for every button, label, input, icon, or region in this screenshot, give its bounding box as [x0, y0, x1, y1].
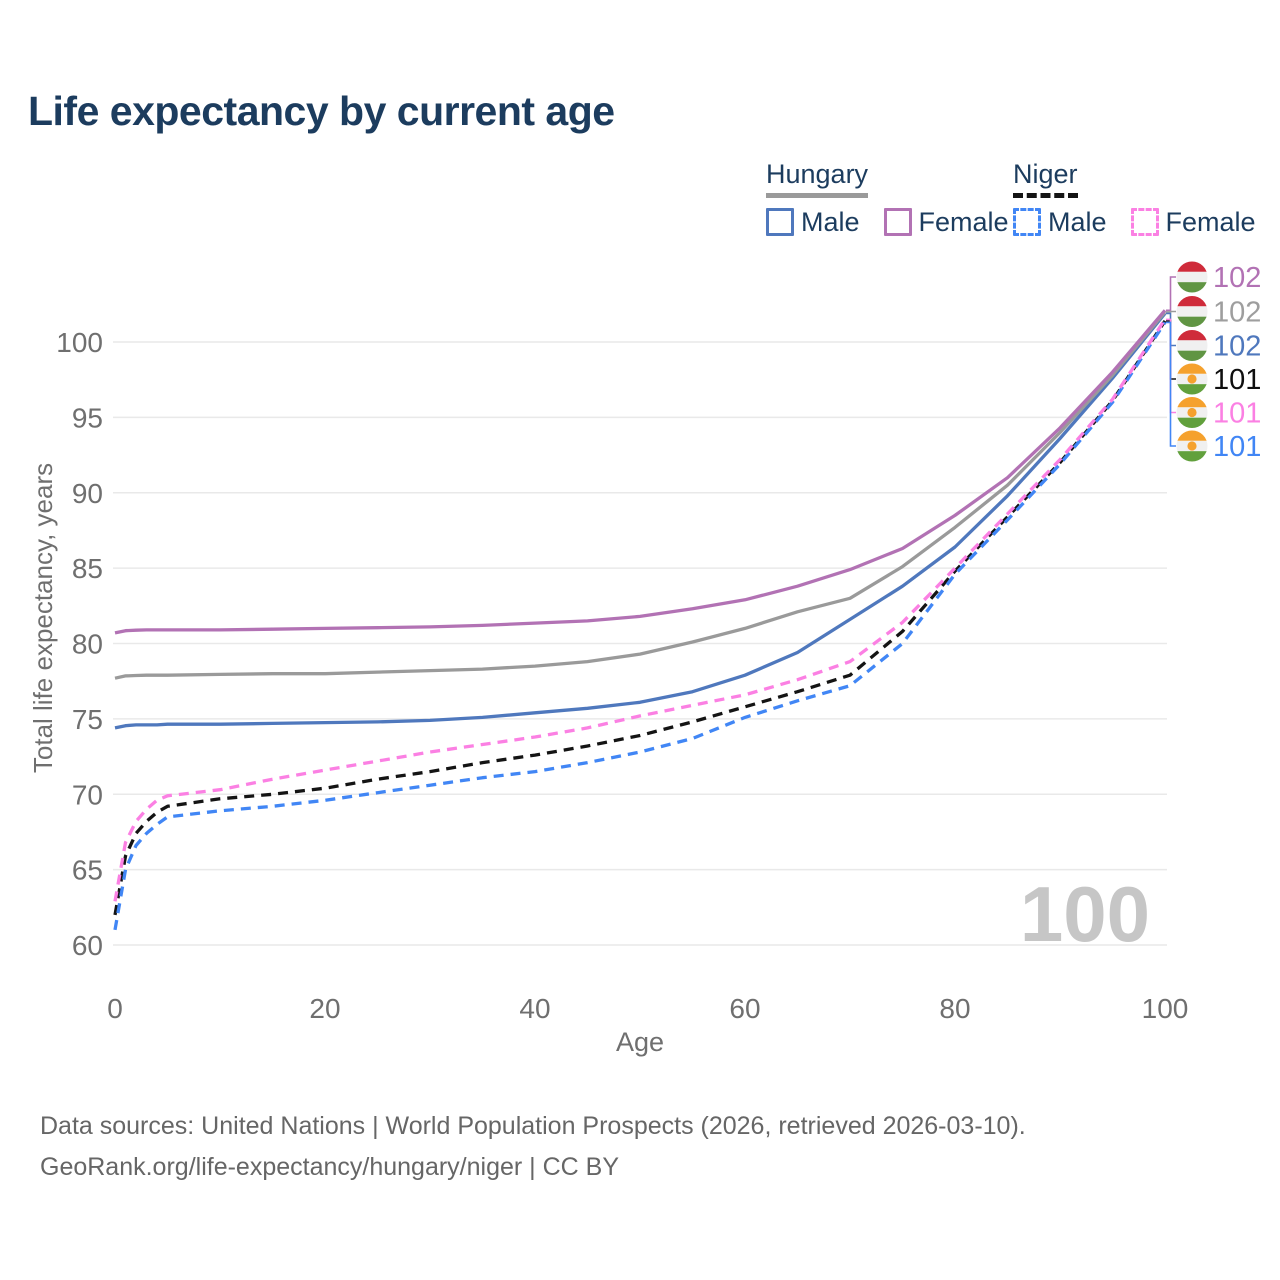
x-tick-label: 20 [309, 993, 340, 1024]
legend-item-label: Male [801, 206, 860, 237]
series-line-niger-female[interactable] [113, 318, 1167, 902]
series-line-hungary-total[interactable] [114, 310, 1167, 680]
y-tick-label: 70 [72, 779, 103, 810]
legend-item-label: Female [918, 206, 1009, 237]
y-tick-label: 60 [72, 930, 103, 961]
y-axis-title: Total life expectancy, years [28, 463, 58, 773]
hungary-flag-icon [1176, 296, 1208, 327]
footer-data-sources: Data sources: United Nations | World Pop… [40, 1112, 1026, 1140]
legend-title-hungary: Hungary [766, 159, 869, 198]
page-title: Life expectancy by current age [28, 88, 615, 134]
end-value-label: 102 [1213, 262, 1261, 294]
end-label-connector [1166, 276, 1176, 312]
y-tick-label: 95 [72, 402, 103, 433]
y-tick-label: 75 [72, 704, 103, 735]
legend-items-niger: Male Female [1013, 207, 1256, 238]
end-value-label: 102 [1213, 297, 1261, 329]
x-tick-label: 100 [1142, 993, 1189, 1024]
end-value-label: 102 [1213, 331, 1261, 363]
legend-title-niger: Niger [1013, 159, 1078, 198]
y-tick-label: 90 [72, 478, 103, 509]
y-tick-label: 65 [72, 855, 103, 886]
series-line-niger-total[interactable] [113, 319, 1167, 916]
end-value-label: 101 [1213, 431, 1261, 463]
footer-attribution: Data sources: United Nations | World Pop… [40, 1106, 1026, 1187]
legend-item-label: Female [1165, 206, 1256, 237]
niger-female-swatch-icon [1130, 208, 1159, 237]
footer-url-license: GeoRank.org/life-expectancy/hungary/nige… [40, 1152, 620, 1181]
series-line-hungary-male[interactable] [114, 312, 1167, 730]
legend-group-hungary: Hungary Male Female [766, 159, 1009, 238]
hungary-flag-icon [1176, 330, 1208, 361]
x-tick-label: 80 [939, 993, 970, 1024]
niger-flag-icon [1176, 430, 1208, 462]
niger-flag-icon [1176, 397, 1208, 428]
legend: Hungary Male Female Niger Male [0, 159, 1280, 250]
legend-item-hungary-female[interactable]: Female [883, 206, 1009, 238]
hungary-flag-icon [1176, 261, 1208, 293]
end-value-label: 101 [1213, 398, 1261, 430]
x-tick-label: 0 [107, 993, 123, 1024]
hungary-female-swatch-icon [883, 208, 912, 237]
series-line-hungary-female[interactable] [114, 309, 1167, 635]
legend-item-niger-female[interactable]: Female [1130, 206, 1256, 238]
legend-item-niger-male[interactable]: Male [1013, 207, 1107, 238]
y-tick-label: 100 [56, 327, 103, 358]
niger-flag-icon [1176, 363, 1208, 395]
x-tick-label: 60 [729, 993, 760, 1024]
x-tick-label: 40 [519, 993, 550, 1024]
age-watermark: 100 [1020, 870, 1150, 958]
y-tick-label: 80 [72, 629, 103, 660]
legend-items-hungary: Male Female [766, 207, 1009, 238]
end-value-label: 101 [1213, 364, 1261, 396]
legend-group-niger: Niger Male Female [1013, 159, 1256, 238]
legend-item-label: Male [1048, 206, 1107, 237]
series-line-niger-male[interactable] [113, 321, 1167, 931]
niger-male-swatch-icon [1013, 208, 1041, 237]
hungary-male-swatch-icon [766, 208, 794, 237]
legend-item-hungary-male[interactable]: Male [766, 207, 860, 238]
x-axis-title: Age [616, 1027, 664, 1057]
y-tick-label: 85 [72, 553, 103, 584]
end-label-connector [1166, 321, 1176, 447]
